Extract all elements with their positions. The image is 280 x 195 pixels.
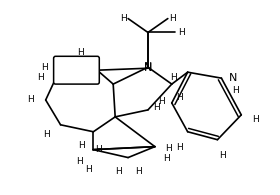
Text: H: H bbox=[115, 167, 122, 176]
Text: H: H bbox=[78, 141, 85, 150]
Text: H: H bbox=[76, 157, 83, 166]
Text: H: H bbox=[171, 73, 177, 82]
Text: H: H bbox=[95, 145, 102, 154]
Text: H: H bbox=[41, 63, 48, 72]
Text: H: H bbox=[232, 86, 239, 95]
Text: H: H bbox=[37, 73, 44, 82]
Text: H: H bbox=[176, 93, 183, 103]
Text: H: H bbox=[77, 48, 84, 57]
Text: H: H bbox=[158, 98, 165, 106]
Text: N: N bbox=[229, 73, 237, 83]
Text: H: H bbox=[43, 130, 50, 139]
Text: H: H bbox=[164, 154, 170, 163]
Text: H: H bbox=[219, 151, 226, 160]
Text: N: N bbox=[144, 63, 152, 73]
FancyBboxPatch shape bbox=[53, 56, 99, 84]
Text: H: H bbox=[85, 165, 92, 174]
Text: N: N bbox=[144, 62, 152, 72]
Text: H: H bbox=[252, 115, 258, 124]
Text: H: H bbox=[176, 143, 183, 152]
Text: H: H bbox=[153, 103, 160, 113]
Text: H: H bbox=[169, 14, 176, 23]
Text: H: H bbox=[120, 14, 127, 23]
Text: H: H bbox=[27, 96, 34, 105]
Text: H: H bbox=[165, 144, 172, 153]
Text: H: H bbox=[135, 167, 141, 176]
Text: Abs: Abs bbox=[68, 66, 85, 75]
Text: H: H bbox=[178, 28, 185, 37]
